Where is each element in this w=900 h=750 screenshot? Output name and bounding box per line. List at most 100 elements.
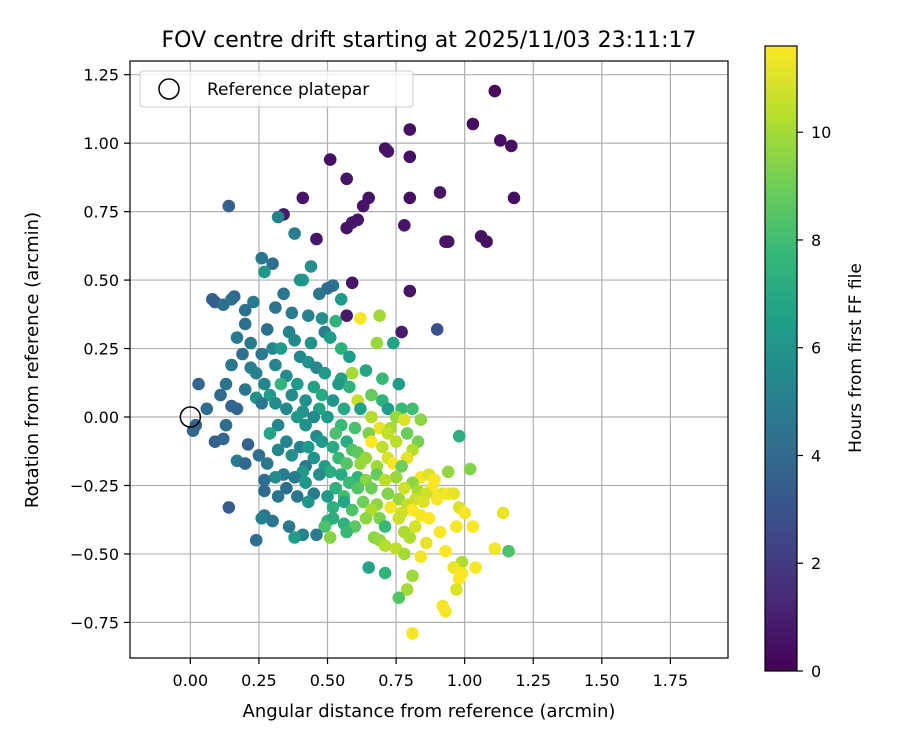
y-tick-label: 0.75 <box>83 203 119 222</box>
data-point <box>488 542 502 555</box>
data-point <box>238 317 252 331</box>
data-point <box>422 512 436 525</box>
data-point <box>255 347 268 361</box>
data-point <box>414 413 428 427</box>
data-point <box>441 465 455 479</box>
x-tick-label: 0.75 <box>378 671 414 690</box>
legend-label: Reference platepar <box>207 80 369 100</box>
data-point <box>343 350 356 364</box>
data-point <box>406 402 419 416</box>
data-point <box>255 512 268 525</box>
data-point <box>450 583 463 596</box>
data-point <box>285 388 299 402</box>
y-tick-label: 0.25 <box>83 340 119 359</box>
data-point <box>406 569 419 583</box>
data-point <box>288 227 301 240</box>
data-point <box>343 380 356 394</box>
data-point <box>258 473 271 487</box>
data-point <box>406 627 419 640</box>
data-point <box>288 471 301 484</box>
data-point <box>280 435 293 449</box>
data-point <box>280 402 293 416</box>
data-point <box>354 312 367 325</box>
data-point <box>310 232 323 246</box>
data-point <box>302 440 315 454</box>
data-point <box>230 331 244 344</box>
data-point <box>439 605 452 618</box>
data-point <box>266 257 279 271</box>
data-point <box>378 473 392 487</box>
data-point <box>307 410 321 424</box>
data-point <box>494 134 507 147</box>
data-point <box>389 471 403 484</box>
data-point <box>381 487 395 501</box>
data-point <box>365 388 378 402</box>
data-point <box>269 301 282 314</box>
data-point <box>310 528 323 542</box>
grid-lines <box>130 61 728 658</box>
data-point <box>452 429 466 443</box>
colorbar-label: Hours from first FF file <box>846 263 866 453</box>
data-point <box>219 418 233 432</box>
data-point <box>389 435 403 449</box>
data-point <box>378 566 392 580</box>
data-point <box>430 323 444 336</box>
data-point <box>249 533 263 547</box>
y-axis-label: Rotation from reference (arcmin) <box>22 212 43 508</box>
data-point <box>244 336 257 350</box>
data-point <box>230 402 244 416</box>
data-point <box>255 397 268 410</box>
data-point <box>236 347 249 361</box>
data-point <box>466 117 480 131</box>
data-point <box>271 210 285 224</box>
data-point <box>288 334 301 347</box>
data-point <box>403 531 417 544</box>
data-point <box>252 449 266 462</box>
data-point <box>345 503 359 517</box>
data-point <box>219 377 233 391</box>
data-point <box>334 342 348 355</box>
data-point <box>403 284 417 298</box>
data-point <box>403 123 417 136</box>
data-point <box>258 484 271 498</box>
data-point <box>285 449 299 462</box>
data-point <box>384 501 397 514</box>
x-tick-label: 1.50 <box>584 671 620 690</box>
data-point <box>288 531 301 544</box>
data-point <box>447 487 461 501</box>
data-point <box>307 380 321 394</box>
data-point <box>417 495 430 509</box>
data-point <box>332 377 345 391</box>
legend-box <box>139 70 414 108</box>
data-point <box>365 410 378 424</box>
colorbar-tick-label: 0 <box>811 662 821 681</box>
data-point <box>291 377 304 391</box>
data-point <box>365 435 378 449</box>
data-point <box>315 435 329 449</box>
data-point <box>392 377 406 391</box>
data-point <box>480 235 493 248</box>
data-point <box>260 457 274 470</box>
data-point <box>258 265 271 279</box>
data-point <box>304 260 318 273</box>
data-point <box>452 572 466 585</box>
data-point <box>321 410 334 424</box>
data-point <box>326 394 340 407</box>
data-point <box>403 191 417 205</box>
data-point <box>502 544 515 558</box>
data-point <box>241 438 255 451</box>
data-point <box>439 544 452 558</box>
data-point <box>354 402 367 416</box>
x-tick-label: 0.25 <box>241 671 277 690</box>
data-point <box>395 325 408 339</box>
data-point <box>381 402 395 416</box>
data-point <box>398 547 411 561</box>
x-tick-label: 0.00 <box>173 671 209 690</box>
data-point <box>340 309 354 323</box>
data-point <box>458 506 472 520</box>
data-point <box>326 501 340 514</box>
data-point <box>409 520 422 533</box>
data-point <box>356 495 370 509</box>
y-tick-label: 0.50 <box>83 271 119 290</box>
